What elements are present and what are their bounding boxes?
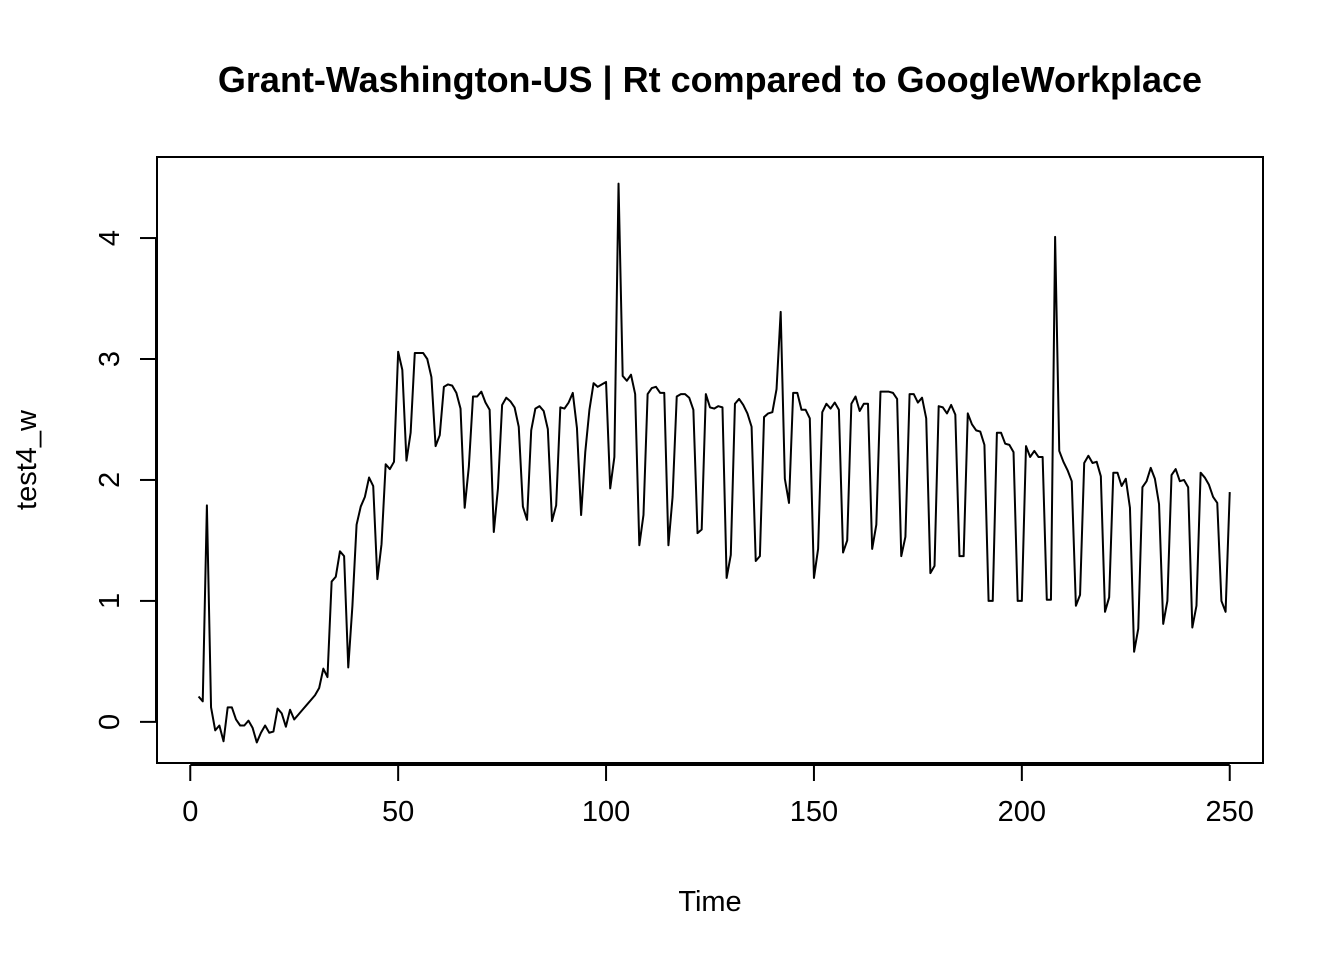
y-tick-label: 0 (94, 714, 126, 730)
x-tick-label: 250 (1206, 796, 1254, 828)
y-axis-label: test4_w (11, 409, 43, 510)
y-tick-label: 1 (94, 593, 126, 609)
y-axis: 0 1 2 3 4 (94, 230, 157, 730)
y-tick-label: 2 (94, 472, 126, 488)
x-tick-label: 0 (182, 796, 198, 828)
series-line (197, 182, 1231, 744)
x-tick-label: 50 (382, 796, 414, 828)
x-tick-label: 150 (790, 796, 838, 828)
x-axis-label: Time (678, 886, 741, 918)
x-tick-label: 100 (582, 796, 630, 828)
y-tick-label: 4 (94, 230, 126, 246)
x-tick-label: 200 (998, 796, 1046, 828)
chart-title: Grant-Washington-US | Rt compared to Goo… (218, 59, 1202, 101)
y-tick-label: 3 (94, 351, 126, 367)
x-axis: 0 50 100 150 200 250 (182, 764, 1254, 828)
